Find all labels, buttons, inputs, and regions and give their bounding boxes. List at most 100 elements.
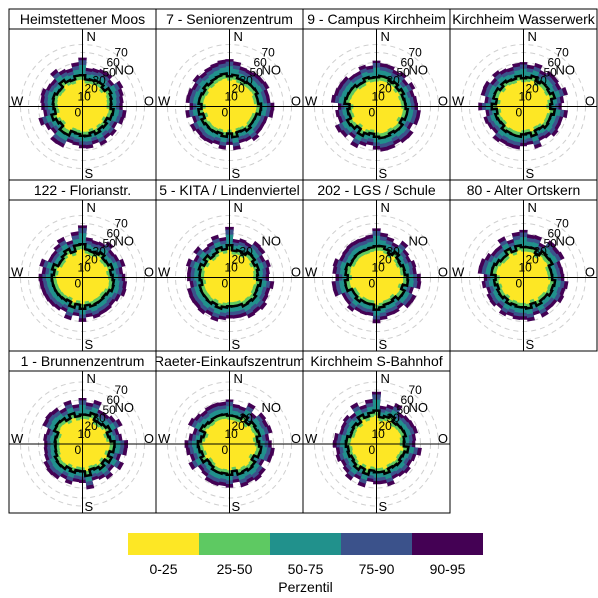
compass-label-no: NO [262,400,282,415]
radial-tick-label: 60 [254,56,268,70]
radial-tick-label: 20 [379,419,393,433]
median-line [196,412,263,477]
compass-label-o: O [144,265,154,280]
radial-tick-label: 0 [369,106,376,120]
median-line [50,242,116,310]
radial-tick-label: 60 [107,56,121,70]
compass-label-n: N [87,200,96,215]
radial-tick-label: 20 [85,82,99,96]
radial-tick-label: 30 [387,245,401,259]
compass-label-o: O [585,94,595,109]
compass-label-no: NO [262,63,282,78]
compass-label-o: O [438,265,448,280]
radial-tick-label: 30 [240,245,254,259]
radial-tick-label: 70 [262,46,276,60]
compass-label-s: S [379,337,388,352]
legend-swatch [199,533,270,555]
radial-tick-label: 30 [240,411,254,425]
radial-tick-label: 60 [548,227,562,241]
radial-tick-label: 70 [115,383,129,397]
radial-tick-label: 30 [387,411,401,425]
compass-label-s: S [526,337,535,352]
compass-label-o: O [144,431,154,446]
compass-label-n: N [528,29,537,44]
radial-tick-label: 0 [516,106,523,120]
radial-tick-label: 10 [519,261,533,275]
panel-title: 9 - Campus Kirchheim [307,11,446,27]
radial-tick-label: 70 [115,217,129,231]
compass-label-o: O [438,94,448,109]
radial-tick-label: 50 [103,237,117,251]
panel-title: Kirchheim Wasserwerk [452,11,596,27]
radial-tick-label: 0 [75,443,82,457]
radial-tick-label: 30 [534,74,548,88]
radial-tick-label: 0 [222,277,229,291]
legend-swatch [128,533,199,555]
radial-tick-label: 20 [232,82,246,96]
panel-title: 1 - Brunnenzentrum [21,353,145,369]
compass-label-o: O [438,431,448,446]
radial-tick-label: 0 [516,277,523,291]
legend-title: Perzentil [278,579,332,595]
radial-tick-label: 10 [225,427,239,441]
compass-label-o: O [291,431,301,446]
radial-tick-label: 60 [107,393,121,407]
radial-tick-label: 20 [379,253,393,267]
compass-label-no: NO [556,234,576,249]
median-line [489,243,557,310]
radial-tick-label: 10 [78,261,92,275]
compass-label-no: NO [115,234,135,249]
compass-label-s: S [232,337,241,352]
compass-label-s: S [85,166,94,181]
radial-tick-label: 0 [75,277,82,291]
median-line [197,243,263,311]
compass-label-no: NO [115,400,135,415]
radial-tick-label: 0 [75,106,82,120]
compass-label-no: NO [409,400,429,415]
compass-label-s: S [379,166,388,181]
radial-tick-label: 70 [409,46,423,60]
radial-tick-label: 30 [240,74,254,88]
radial-tick-label: 10 [372,427,386,441]
compass-label-n: N [87,371,96,386]
compass-label-no: NO [115,63,135,78]
radial-tick-label: 10 [78,90,92,104]
legend-label: 50-75 [288,561,324,577]
radial-tick-label: 10 [78,427,92,441]
radial-tick-label: 0 [369,443,376,457]
compass-label-s: S [379,499,388,514]
panel-title: Heimstettener Moos [20,11,145,27]
median-line [49,73,115,138]
radial-tick-label: 50 [544,66,558,80]
compass-label-n: N [381,371,390,386]
radial-tick-label: 20 [85,253,99,267]
radial-tick-label: 60 [548,56,562,70]
radial-tick-label: 70 [115,46,129,60]
compass-label-n: N [381,200,390,215]
radial-tick-label: 50 [544,237,558,251]
radial-tick-label: 10 [372,261,386,275]
compass-label-w: W [11,265,24,280]
legend-swatch [412,533,483,555]
radial-tick-label: 30 [534,245,548,259]
radial-tick-label: 0 [222,106,229,120]
compass-label-w: W [158,94,171,109]
panel-title: 7 - Seniorenzentrum [166,11,293,27]
radial-tick-label: 0 [369,277,376,291]
compass-label-no: NO [262,234,282,249]
panel-title: 5 - KITA / Lindenviertel [159,182,300,198]
radial-tick-label: 30 [93,74,107,88]
compass-label-s: S [232,499,241,514]
compass-label-no: NO [409,234,429,249]
panel-title: Raeter-Einkaufszentrum [154,353,305,369]
compass-label-n: N [234,371,243,386]
compass-label-w: W [452,265,465,280]
compass-label-w: W [305,265,318,280]
compass-label-o: O [144,94,154,109]
